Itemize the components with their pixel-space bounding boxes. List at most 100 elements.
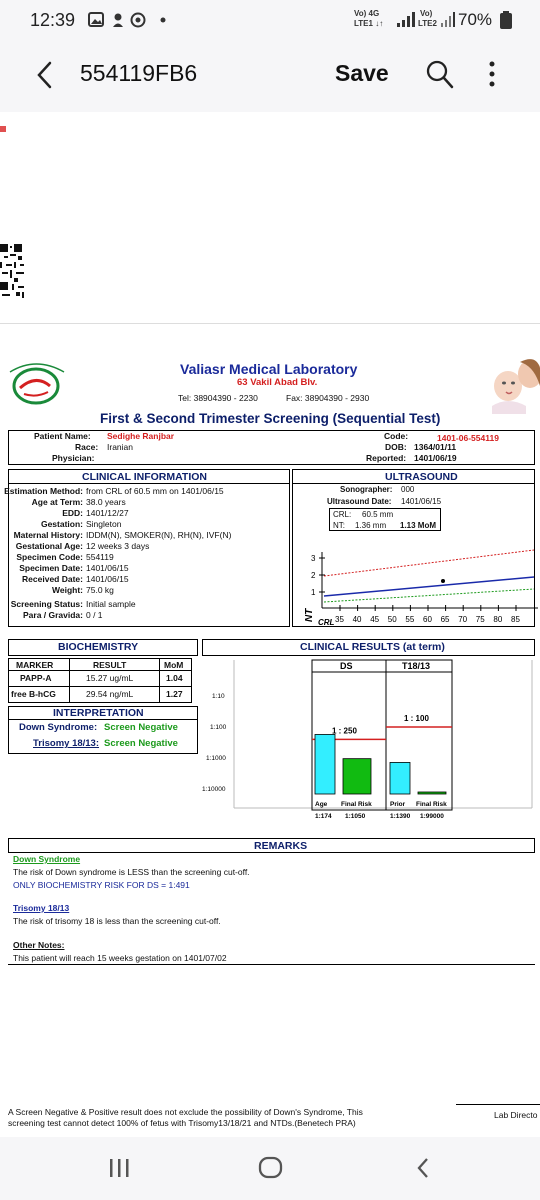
back-icon[interactable]: [414, 1156, 432, 1180]
t18-result: Screen Negative: [104, 738, 178, 749]
clinical-value: 0 / 1: [86, 610, 103, 620]
interpretation-box: [8, 706, 198, 754]
crl-axis-label: CRL: [318, 618, 335, 626]
disclaimer-line-2: screening test cannot detect 100% of fet…: [8, 1118, 356, 1128]
marker-name: PAPP-A: [20, 673, 52, 683]
risk-bar: [342, 758, 372, 795]
clinical-value: 75.0 kg: [86, 585, 114, 595]
patient-dob: 1364/01/11: [414, 442, 457, 452]
patient-code: 1401-06-554119: [437, 433, 499, 443]
gallery-icon: [88, 12, 104, 27]
risk-bar: [314, 734, 336, 795]
clinical-value: 38.0 years: [86, 497, 126, 507]
nt-5th-percentile-line: [323, 588, 535, 603]
home-icon[interactable]: [258, 1156, 284, 1180]
report-date: 1401/06/19: [414, 453, 457, 463]
app-bar: 554119FB6 Save: [0, 40, 540, 112]
nt-xtick-label: 35: [335, 615, 344, 624]
remarks-other-text: This patient will reach 15 weeks gestati…: [13, 953, 227, 963]
nt-xtick-label: 55: [405, 615, 414, 624]
clinical-value: from CRL of 60.5 mm on 1401/06/15: [86, 486, 224, 496]
risk-bar-label: Prior: [390, 801, 406, 808]
clinical-label: Gestation:: [40, 519, 83, 529]
notification-icons: [88, 12, 166, 28]
disclaimer-line-1: A Screen Negative & Positive result does…: [8, 1107, 363, 1117]
risk-chart: 1:10 1:100 1:1000 1:10000 DS T18/13 1 : 250…: [202, 659, 533, 820]
risk-bar-value: 1:1050: [345, 813, 366, 820]
nt-xtick-label: 70: [458, 615, 467, 624]
risk-ytick-label: 1:10000: [202, 786, 226, 793]
risk-ytick-label: 1:100: [210, 724, 227, 731]
risk-bar-label: Age: [315, 801, 328, 808]
battery-icon: [500, 11, 512, 29]
clinical-value: IDDM(N), SMOKER(N), RH(N), IVF(N): [86, 530, 232, 540]
search-icon[interactable]: [426, 60, 454, 90]
biochemistry-header-box: [8, 639, 198, 656]
t18-panel-label: T18/13: [402, 661, 430, 671]
biochemistry-header: BIOCHEMISTRY: [58, 641, 139, 653]
ultrasound-header: ULTRASOUND: [385, 471, 458, 483]
remarks-ds-biochem: ONLY BIOCHEMISTRY RISK FOR DS = 1:491: [13, 880, 190, 890]
nt-xtick-label: 50: [388, 615, 397, 624]
clinical-results-header: CLINICAL RESULTS (at term): [300, 641, 445, 653]
recent-apps-icon[interactable]: [108, 1157, 130, 1179]
ultrasound-box: [292, 469, 535, 627]
page-mark: [0, 126, 6, 132]
clinical-value: 12 weeks 3 days: [86, 541, 150, 551]
person-icon: [114, 13, 122, 21]
nt-patient-point: [441, 579, 445, 583]
remarks-ds-title: Down Syndrome: [13, 854, 81, 864]
more-options-icon[interactable]: [488, 60, 496, 90]
mother-baby-photo: [486, 356, 540, 414]
nt-xtick-label: 85: [511, 615, 520, 624]
nt-ytick-label: 3: [311, 554, 316, 563]
marker-result: 29.54 ng/mL: [86, 689, 134, 699]
risk-bar-value: 1:174: [315, 813, 332, 820]
clinical-label: Maternal History:: [13, 530, 83, 540]
lab-logo: [9, 363, 65, 405]
t18-cutoff-label: 1 : 100: [404, 714, 429, 723]
biochemistry-table: [8, 658, 192, 703]
clinical-value: 1401/06/15: [86, 574, 129, 584]
nt-xtick-label: 80: [493, 615, 502, 624]
clinical-label: Gestational Age:: [15, 541, 83, 551]
clinical-info-header: CLINICAL INFORMATION: [82, 471, 208, 483]
sonographer-value: 000: [401, 485, 415, 494]
ds-result: Screen Negative: [104, 722, 178, 733]
remarks-other-title: Other Notes:: [13, 940, 65, 950]
crl-nt-box: [329, 508, 441, 531]
remarks-header-box: [8, 838, 535, 853]
risk-ytick-label: 1:10: [212, 693, 225, 700]
marker-name: free B-hCG: [11, 689, 56, 699]
clinical-label: Age at Term:: [31, 497, 83, 507]
status-bar: 12:39 Vo) 4G LTE1 ↓↑ Vo) LTE2 70%: [0, 0, 540, 40]
battery-level: 70%: [458, 10, 493, 29]
clinical-value: 554119: [86, 552, 114, 562]
risk-bar-label: Final Risk: [341, 801, 372, 808]
qr-code-icon: [0, 242, 26, 300]
risk-bar-value: 1:99000: [420, 813, 444, 820]
ultrasound-date: 1401/06/15: [401, 497, 442, 506]
clinical-label: Estimation Method:: [4, 486, 83, 496]
nt-axis-label: NT: [304, 608, 315, 622]
nt-xtick-label: 75: [476, 615, 485, 624]
back-arrow-icon[interactable]: [34, 60, 54, 90]
nt-median-line: [323, 576, 535, 597]
clinical-value: Singleton: [86, 519, 122, 529]
nt-xtick-label: 60: [423, 615, 432, 624]
document-viewer[interactable]: Valiasr Medical Laboratory 63 Vakil Abad…: [0, 112, 540, 1137]
test-title: First & Second Trimester Screening (Sequ…: [100, 411, 441, 426]
nt-mom: 1.13 MoM: [400, 521, 437, 530]
navigation-bar: [0, 1137, 540, 1200]
clinical-label: Specimen Code:: [16, 552, 83, 562]
chrome-icon: [130, 12, 146, 28]
clinical-value: 1401/06/15: [86, 563, 129, 573]
clinical-value: 1401/12/27: [86, 508, 129, 518]
clinical-results-header-box: [202, 639, 535, 656]
dot-icon: [160, 17, 166, 23]
marker-mom: 1.04: [166, 673, 183, 683]
signal-icon: [397, 12, 415, 27]
risk-bar: [389, 762, 411, 795]
save-button[interactable]: Save: [335, 60, 389, 86]
document-title: 554119FB6: [80, 60, 198, 86]
